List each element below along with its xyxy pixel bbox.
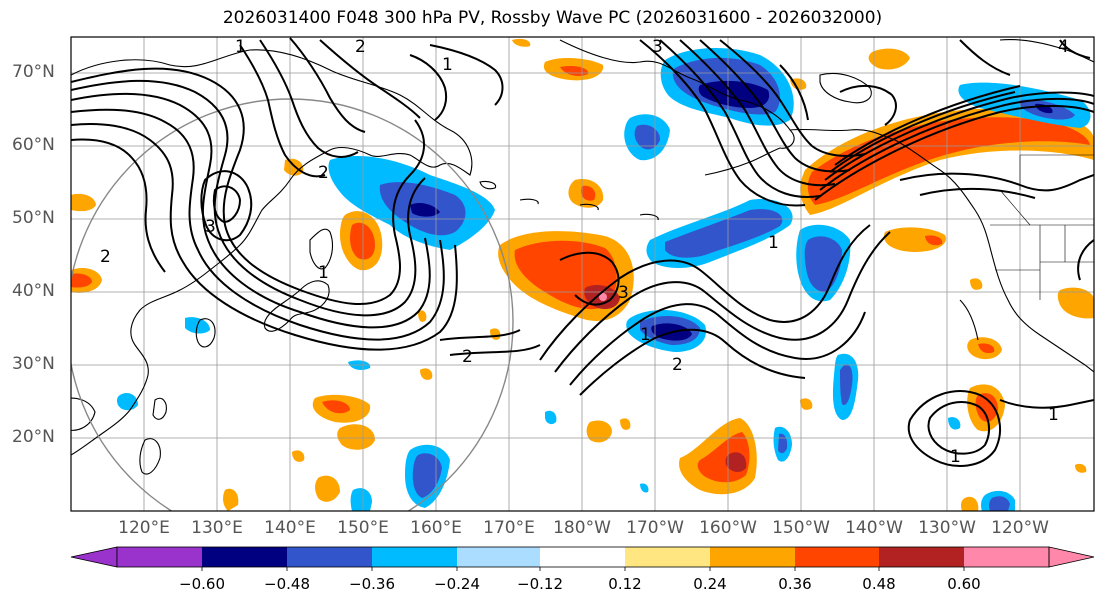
lat-label-40n: 40°N — [12, 281, 55, 301]
colorbar-tick-label: 0.36 — [778, 575, 812, 593]
contour-label: 1 — [768, 233, 779, 253]
colorbar — [70, 546, 1095, 571]
contour-label: 2 — [318, 163, 329, 183]
contour-label: 1 — [442, 55, 453, 75]
lon-label: 170°W — [626, 518, 684, 538]
colorbar-segment — [879, 547, 964, 567]
colorbar-tick-label: 0.48 — [862, 575, 896, 593]
great-circle-outline — [71, 98, 514, 511]
colorbar-segment — [964, 547, 1049, 567]
lat-label-70n: 70°N — [12, 62, 55, 82]
colorbar-segment — [117, 547, 202, 567]
contour-label: 2 — [100, 247, 111, 267]
contour-label: 4 — [1058, 37, 1069, 57]
colorbar-extend-low — [70, 546, 118, 568]
lon-label: 130°E — [191, 518, 243, 538]
colorbar-segment — [540, 547, 625, 567]
colorbar-segment — [287, 547, 372, 567]
contour-labels: 2 1 2 1 3 1 2 3 1 2 3 1 1 2 4 1 — [100, 37, 1069, 467]
contour-label: 1 — [1048, 405, 1059, 425]
contour-label: 2 — [355, 37, 366, 57]
lon-label: 140°W — [845, 518, 903, 538]
colorbar-tick-label: 0.60 — [947, 575, 981, 593]
lon-label: 150°W — [772, 518, 830, 538]
colorbar-segment — [710, 547, 795, 567]
lon-label: 180°W — [553, 518, 611, 538]
contour-label: 1 — [640, 325, 651, 345]
colorbar-tick-label: 0.24 — [693, 575, 727, 593]
colorbar-segment — [372, 547, 457, 567]
contour-label: 1 — [950, 447, 961, 467]
contour-label: 3 — [652, 37, 663, 57]
rossby-wave-contours — [71, 37, 1094, 467]
colorbar-segment — [625, 547, 710, 567]
colorbar-segment — [202, 547, 287, 567]
contour-label: 3 — [205, 217, 216, 237]
map-title: 2026031400 F048 300 hPa PV, Rossby Wave … — [222, 8, 883, 28]
colorbar-segment — [457, 547, 540, 567]
map-gridlines — [71, 37, 1094, 511]
lat-label-60n: 60°N — [12, 135, 55, 155]
pv-anomaly-shading — [71, 38, 1094, 511]
colorbar-tick-label: −0.48 — [264, 575, 310, 593]
lon-label: 160°W — [699, 518, 757, 538]
lon-label: 130°W — [918, 518, 976, 538]
lat-label-20n: 20°N — [12, 427, 55, 447]
colorbar-segment — [795, 547, 879, 567]
map-frame — [70, 36, 1095, 512]
lon-label: 170°E — [483, 518, 535, 538]
lon-label: 160°E — [410, 518, 462, 538]
contour-label: 2 — [672, 355, 683, 375]
lon-label: 120°W — [991, 518, 1049, 538]
contour-label: 1 — [318, 263, 329, 283]
lon-label: 150°E — [337, 518, 389, 538]
map-plot-area: 2 1 2 1 3 1 2 3 1 2 3 1 1 2 4 1 — [71, 37, 1094, 511]
lon-label: 120°E — [118, 518, 170, 538]
colorbar-tick-label: −0.36 — [349, 575, 395, 593]
colorbar-tick-label: 0.12 — [608, 575, 642, 593]
colorbar-tick-label: −0.24 — [434, 575, 480, 593]
lat-label-30n: 30°N — [12, 354, 55, 374]
lon-label: 140°E — [264, 518, 316, 538]
contour-label: 3 — [618, 283, 629, 303]
colorbar-tick-label: −0.12 — [517, 575, 563, 593]
lat-label-50n: 50°N — [12, 208, 55, 228]
colorbar-extend-high — [1048, 546, 1095, 568]
contour-label: 1 — [235, 37, 246, 57]
contour-label: 2 — [462, 347, 473, 367]
colorbar-tick-label: −0.60 — [179, 575, 225, 593]
